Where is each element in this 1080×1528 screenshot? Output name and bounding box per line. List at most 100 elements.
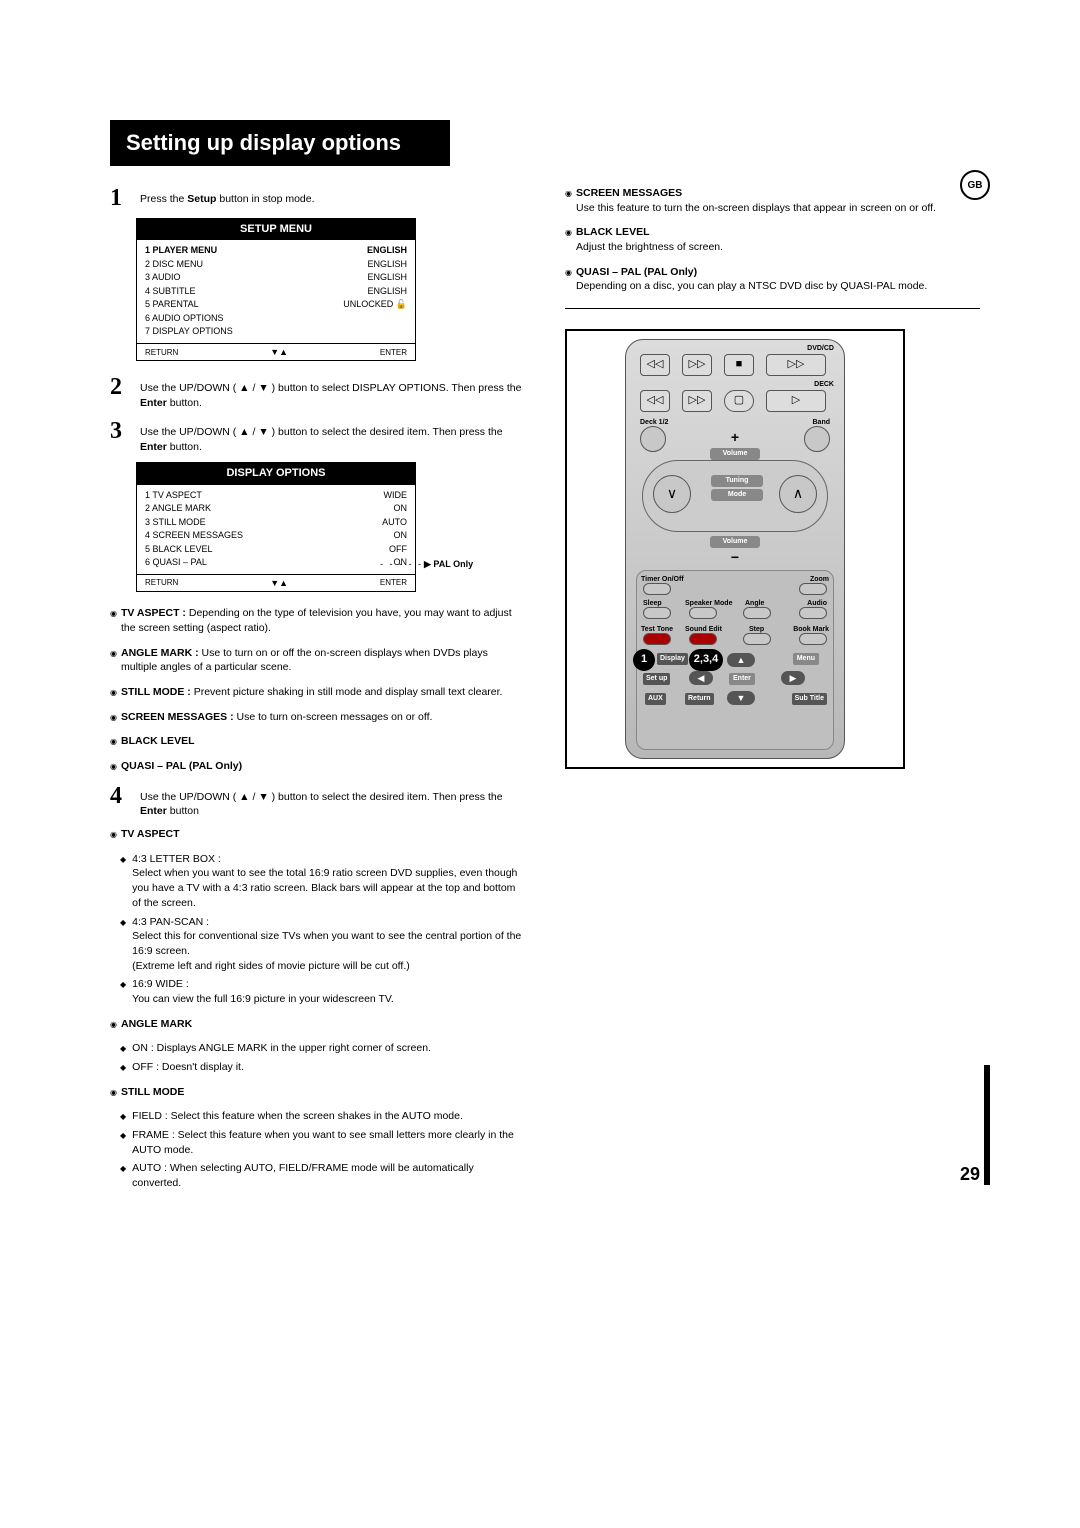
step-4: 4 Use the UP/DOWN ( ▲ / ▼ ) button to se… bbox=[110, 784, 525, 819]
bookmark-button bbox=[799, 633, 827, 645]
menu-row: 5 BLACK LEVELOFF bbox=[145, 543, 407, 557]
label-menu: Menu bbox=[793, 653, 819, 665]
def-screen-msg-label: SCREEN MESSAGES : bbox=[121, 711, 234, 723]
menu-row-right: AUTO bbox=[382, 516, 407, 530]
def-screen-msg: ◉ SCREEN MESSAGES : Use to turn on-scree… bbox=[110, 710, 525, 725]
sub-bullet-body: 4:3 LETTER BOX :Select when you want to … bbox=[132, 852, 525, 911]
zoom-button bbox=[799, 583, 827, 595]
disp-footer-return: RETURN bbox=[145, 577, 178, 588]
menu-row-right: OFF bbox=[389, 543, 407, 557]
step-3-bold: Enter bbox=[140, 441, 167, 453]
setup-menu-body: 1 PLAYER MENUENGLISH2 DISC MENUENGLISH3 … bbox=[137, 240, 415, 343]
sub-bullet-item: ◆4:3 PAN-SCAN :Select this for conventio… bbox=[120, 915, 525, 974]
disp-footer-enter: ENTER bbox=[380, 577, 407, 588]
step-button bbox=[743, 633, 771, 645]
setup-menu-header: SETUP MENU bbox=[137, 219, 415, 240]
setup-footer-arrows: ▼▲ bbox=[270, 346, 288, 359]
sound-button bbox=[689, 633, 717, 645]
step-1-pre: Press the bbox=[140, 193, 187, 205]
def-quasi-pal: ◉ QUASI – PAL (PAL Only) bbox=[110, 759, 525, 774]
bullet-icon: ◉ bbox=[110, 736, 117, 749]
menu-row-right: ON bbox=[394, 502, 408, 516]
right-column: ◉ SCREEN MESSAGESUse this feature to tur… bbox=[565, 186, 980, 1195]
test-button bbox=[643, 633, 671, 645]
side-tab-bar bbox=[984, 1065, 990, 1185]
menu-row-right: ON bbox=[394, 529, 408, 543]
display-options-box: DISPLAY OPTIONS 1 TV ASPECTWIDE2 ANGLE M… bbox=[136, 462, 416, 592]
menu-row-left: 5 PARENTAL bbox=[145, 298, 199, 312]
play-forward-icon: ▷▷ bbox=[766, 354, 826, 376]
page-number: 29 bbox=[960, 1164, 980, 1185]
def-angle-mark-label: ANGLE MARK : bbox=[121, 647, 199, 659]
menu-row: 3 STILL MODEAUTO bbox=[145, 516, 407, 530]
menu-row-left: 7 DISPLAY OPTIONS bbox=[145, 325, 233, 339]
tuning-mode-label: Tuning Mode bbox=[711, 475, 763, 501]
rewind-icon: ◁◁ bbox=[640, 354, 670, 376]
stop-icon: ■ bbox=[724, 354, 754, 376]
sub-bullet-item: ◆FRAME : Select this feature when you wa… bbox=[120, 1128, 525, 1157]
bullet-icon: ◉ bbox=[110, 608, 117, 635]
sub-bullet-body: ON : Displays ANGLE MARK in the upper ri… bbox=[132, 1041, 525, 1056]
bullet-icon: ◉ bbox=[110, 687, 117, 700]
deck12-button bbox=[640, 426, 666, 452]
right-bl-text: Adjust the brightness of screen. bbox=[576, 241, 723, 253]
step-2-body: Use the UP/DOWN ( ▲ / ▼ ) button to sele… bbox=[140, 375, 525, 410]
def-black-level-label: BLACK LEVEL bbox=[121, 735, 195, 747]
step-2: 2 Use the UP/DOWN ( ▲ / ▼ ) button to se… bbox=[110, 375, 525, 410]
step-3-text: Use the UP/DOWN ( ▲ / ▼ ) button to sele… bbox=[140, 426, 503, 438]
menu-row-right: WIDE bbox=[384, 489, 408, 503]
bullet-icon: ◉ bbox=[110, 1019, 117, 1032]
step-1-num: 1 bbox=[110, 186, 130, 210]
divider bbox=[565, 308, 980, 309]
label-enter: Enter bbox=[729, 673, 755, 685]
step-3-num: 3 bbox=[110, 419, 130, 454]
menu-row-left: 3 AUDIO bbox=[145, 271, 181, 285]
speaker-button bbox=[689, 607, 717, 619]
lower-panel: Timer On/Off Zoom Sleep Speaker Mode Ang… bbox=[636, 570, 834, 750]
setup-footer-return: RETURN bbox=[145, 347, 178, 358]
bullet-icon: ◉ bbox=[110, 1087, 117, 1100]
def-angle-mark: ◉ ANGLE MARK : Use to turn on or off the… bbox=[110, 646, 525, 675]
up-arrow-button: ▲ bbox=[727, 653, 755, 667]
step-4-text: Use the UP/DOWN ( ▲ / ▼ ) button to sele… bbox=[140, 791, 503, 803]
right-sm-text: Use this feature to turn the on-screen d… bbox=[576, 202, 936, 214]
page: Setting up display options GB 1 Press th… bbox=[0, 0, 1080, 1255]
def-still-mode: ◉ STILL MODE : Prevent picture shaking i… bbox=[110, 685, 525, 700]
step-3-body: Use the UP/DOWN ( ▲ / ▼ ) button to sele… bbox=[140, 419, 525, 454]
sub-bullet-item: ◆16:9 WIDE :You can view the full 16:9 p… bbox=[120, 977, 525, 1006]
sub-bullet-item: ◆AUTO : When selecting AUTO, FIELD/FRAME… bbox=[120, 1161, 525, 1190]
step-2-num: 2 bbox=[110, 375, 130, 410]
deck-forward-icon: ▷▷ bbox=[682, 390, 712, 412]
sub-bullet-item: ◆FIELD : Select this feature when the sc… bbox=[120, 1109, 525, 1124]
bullet-icon: ◉ bbox=[565, 227, 572, 254]
bullet-icon: ◉ bbox=[110, 648, 117, 675]
down-arrow-button: ▼ bbox=[727, 691, 755, 705]
label-deck: DECK bbox=[814, 380, 834, 390]
label-display: Display bbox=[657, 653, 688, 665]
diamond-icon: ◆ bbox=[120, 979, 126, 1006]
label-subtitle: Sub Title bbox=[792, 693, 827, 705]
label-setup: Set up bbox=[643, 673, 670, 685]
bullet-icon: ◉ bbox=[110, 712, 117, 725]
def-screen-msg-text: Use to turn on-screen messages on or off… bbox=[237, 711, 433, 723]
step-2-tail: button. bbox=[167, 397, 202, 409]
bullet-icon: ◉ bbox=[565, 188, 572, 215]
step-2-bold: Enter bbox=[140, 397, 167, 409]
menu-row: 2 DISC MENUENGLISH bbox=[145, 258, 407, 272]
left-column: 1 Press the Setup button in stop mode. S… bbox=[110, 186, 525, 1195]
section-angle-mark: ◉ ANGLE MARK bbox=[110, 1017, 525, 1032]
step-3: 3 Use the UP/DOWN ( ▲ / ▼ ) button to se… bbox=[110, 419, 525, 454]
callout-1: 1 bbox=[633, 649, 655, 671]
step-4-bold: Enter bbox=[140, 805, 167, 817]
right-arrow-button: ▶ bbox=[781, 671, 805, 685]
menu-row: 4 SUBTITLEENGLISH bbox=[145, 285, 407, 299]
label-volume-top: Volume bbox=[710, 448, 760, 460]
right-quasi-pal: ◉ QUASI – PAL (PAL Only)Depending on a d… bbox=[565, 265, 980, 294]
label-volume-bot: Volume bbox=[710, 536, 760, 548]
step-1-body: Press the Setup button in stop mode. bbox=[140, 186, 525, 210]
menu-row-left: 1 PLAYER MENU bbox=[145, 244, 217, 258]
def-black-level: ◉ BLACK LEVEL bbox=[110, 734, 525, 749]
menu-row: 3 AUDIOENGLISH bbox=[145, 271, 407, 285]
diamond-icon: ◆ bbox=[120, 854, 126, 911]
pal-dash-line: - - - - - bbox=[380, 558, 423, 571]
